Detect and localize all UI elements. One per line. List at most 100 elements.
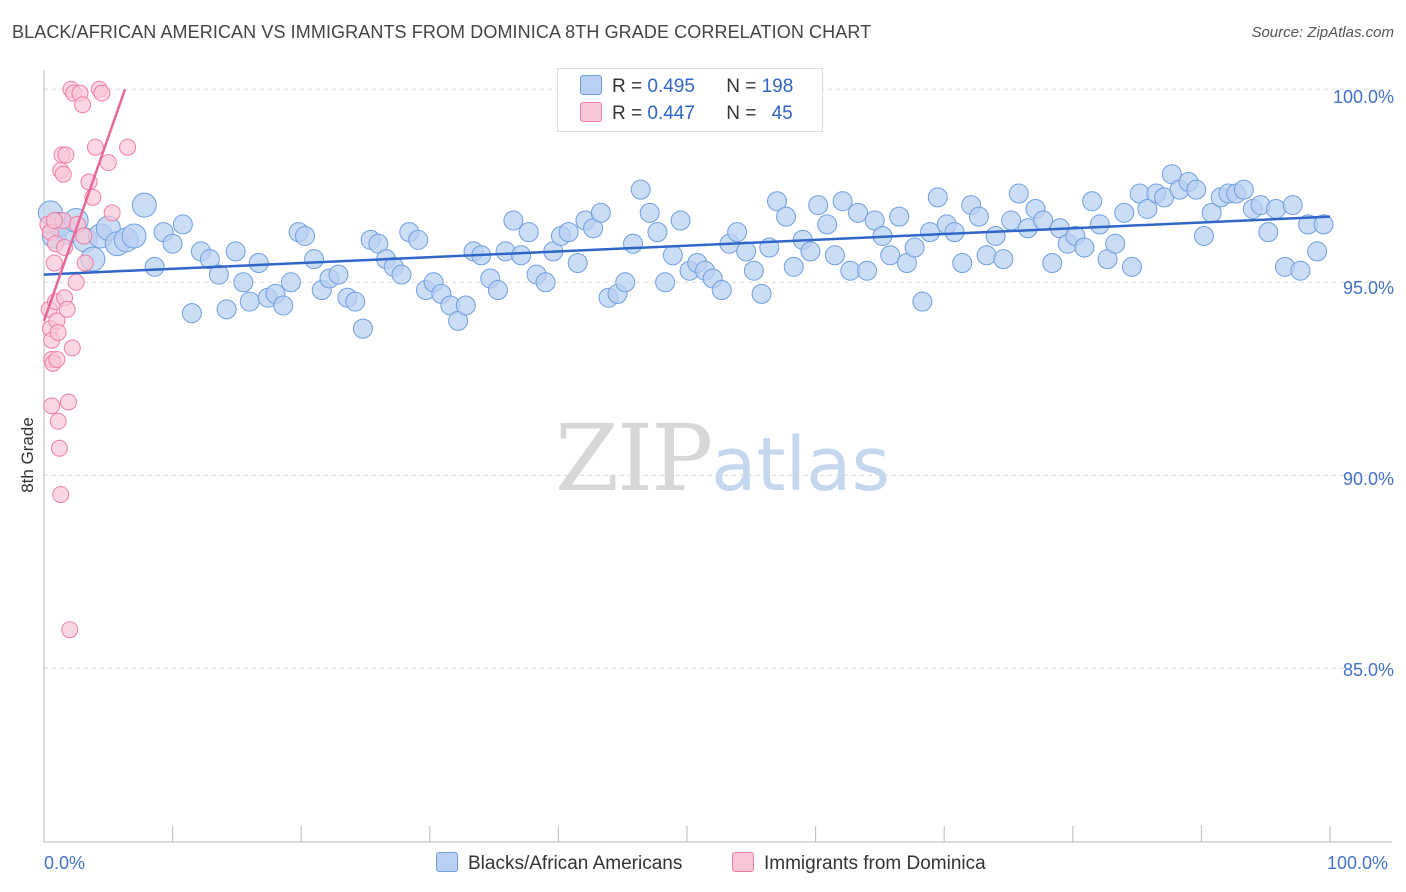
- point-blacks-15: [162, 233, 183, 254]
- bottom-legend-label-blacks: Blacks/African Americans: [468, 853, 683, 874]
- point-blacks-96: [817, 214, 838, 235]
- x-tick-label-0: 0.0%: [44, 853, 86, 873]
- point-blacks-61: [535, 272, 556, 293]
- point-blacks-20: [208, 264, 229, 285]
- point-blacks-21: [216, 299, 237, 320]
- point-dominica-43: [63, 339, 81, 357]
- point-blacks-95: [808, 195, 829, 216]
- point-blacks-29: [280, 272, 301, 293]
- point-blacks-113: [952, 253, 973, 273]
- point-blacks-104: [880, 245, 901, 266]
- point-blacks-109: [920, 222, 941, 243]
- point-blacks-105: [889, 206, 910, 227]
- point-blacks-119: [1001, 210, 1022, 231]
- y-tick-label-95: 95.0%: [1342, 278, 1394, 298]
- point-blacks-38: [352, 318, 373, 339]
- point-blacks-28: [273, 295, 294, 316]
- point-blacks-143: [1193, 225, 1214, 246]
- point-blacks-22: [225, 241, 246, 262]
- point-blacks-71: [615, 272, 636, 293]
- point-blacks-86: [736, 241, 757, 262]
- point-blacks-58: [511, 245, 532, 266]
- point-dominica-31: [74, 96, 92, 114]
- point-blacks-118: [993, 249, 1014, 270]
- point-blacks-117: [985, 225, 1006, 246]
- x-tick-label-100: 100.0%: [1327, 853, 1389, 873]
- point-dominica-14: [49, 323, 67, 341]
- legend-r-label-2: R =: [612, 103, 643, 124]
- point-blacks-98: [832, 191, 853, 212]
- point-blacks-107: [904, 237, 925, 258]
- bottom-legend-swatch-blue: [436, 852, 458, 872]
- point-blacks-76: [655, 272, 676, 293]
- point-blacks-152: [1265, 198, 1286, 219]
- point-blacks-116: [976, 245, 997, 266]
- point-blacks-83: [711, 280, 732, 301]
- point-blacks-115: [968, 206, 989, 227]
- y-axis-label: 8th Grade: [18, 417, 37, 493]
- bottom-legend-dominica: Immigrants from Dominica: [732, 852, 986, 875]
- point-blacks-37: [345, 291, 366, 312]
- point-dominica-22: [57, 146, 75, 164]
- point-blacks-32: [304, 249, 325, 270]
- point-blacks-35: [328, 264, 349, 285]
- point-blacks-90: [767, 191, 788, 212]
- point-blacks-16: [172, 214, 193, 235]
- legend-row-dominica: R = 0.447 N = 45: [580, 102, 793, 126]
- point-dominica-16: [52, 486, 70, 504]
- trendline-dominica: [42, 88, 127, 322]
- point-dominica-5: [43, 397, 61, 415]
- point-blacks-148: [1233, 179, 1254, 200]
- point-blacks-74: [639, 202, 660, 223]
- point-blacks-94: [800, 241, 821, 262]
- chart-source: Source: ZipAtlas.com: [1251, 24, 1394, 41]
- bottom-legend-swatch-pink: [732, 852, 754, 872]
- point-blacks-13: [144, 256, 165, 277]
- watermark-zip: ZIP: [555, 405, 713, 512]
- point-blacks-157: [1307, 241, 1328, 262]
- legend-r-label: R =: [612, 76, 643, 97]
- point-blacks-87: [743, 260, 764, 281]
- point-dominica-13: [49, 412, 67, 430]
- point-dominica-33: [76, 254, 94, 272]
- point-blacks-158: [1313, 214, 1334, 235]
- point-dominica-28: [67, 273, 85, 291]
- point-blacks-85: [727, 222, 748, 243]
- point-dominica-24: [59, 393, 77, 411]
- legend-swatch-pink: [580, 102, 602, 122]
- point-blacks-133: [1114, 202, 1135, 223]
- point-blacks-155: [1290, 260, 1311, 281]
- point-blacks-19: [199, 249, 220, 270]
- point-blacks-154: [1282, 195, 1303, 216]
- point-dominica-23: [58, 300, 76, 318]
- point-dominica-38: [99, 154, 117, 172]
- point-dominica-42: [45, 212, 63, 230]
- point-blacks-136: [1137, 198, 1158, 219]
- watermark-atlas: atlas: [711, 422, 890, 508]
- point-blacks-55: [487, 280, 508, 301]
- point-blacks-59: [518, 222, 539, 243]
- point-dominica-11: [48, 351, 66, 368]
- point-blacks-17: [181, 303, 202, 324]
- point-blacks-120: [1008, 183, 1029, 204]
- point-blacks-65: [567, 253, 588, 273]
- point-blacks-64: [558, 222, 579, 243]
- point-dominica-8: [45, 254, 63, 272]
- bottom-legend-blacks: Blacks/African Americans: [436, 852, 682, 875]
- point-blacks-100: [848, 202, 869, 223]
- point-blacks-11: [121, 223, 147, 249]
- point-blacks-68: [590, 202, 611, 223]
- point-dominica-40: [119, 138, 137, 156]
- point-blacks-12: [131, 192, 157, 218]
- point-blacks-142: [1186, 179, 1207, 200]
- watermark: ZIPatlas: [555, 405, 890, 512]
- point-blacks-92: [783, 256, 804, 277]
- point-blacks-24: [239, 291, 260, 312]
- point-blacks-78: [670, 210, 691, 231]
- point-blacks-124: [1042, 253, 1063, 273]
- point-blacks-23: [233, 272, 254, 293]
- point-blacks-101: [857, 260, 878, 281]
- point-dominica-15: [50, 439, 68, 457]
- point-dominica-37: [93, 84, 111, 102]
